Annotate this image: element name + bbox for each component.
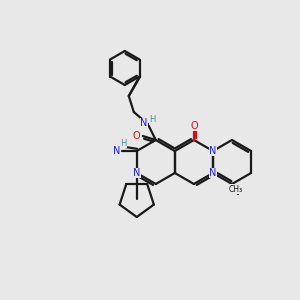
Text: N: N — [113, 146, 120, 156]
Text: H: H — [121, 139, 127, 148]
Text: CH₃: CH₃ — [229, 184, 243, 194]
Text: H: H — [150, 116, 156, 124]
Text: O: O — [190, 121, 198, 131]
Text: N: N — [209, 168, 217, 178]
Text: N: N — [209, 146, 217, 156]
Text: N: N — [133, 168, 140, 178]
Text: N: N — [140, 118, 148, 128]
Text: O: O — [133, 131, 141, 141]
